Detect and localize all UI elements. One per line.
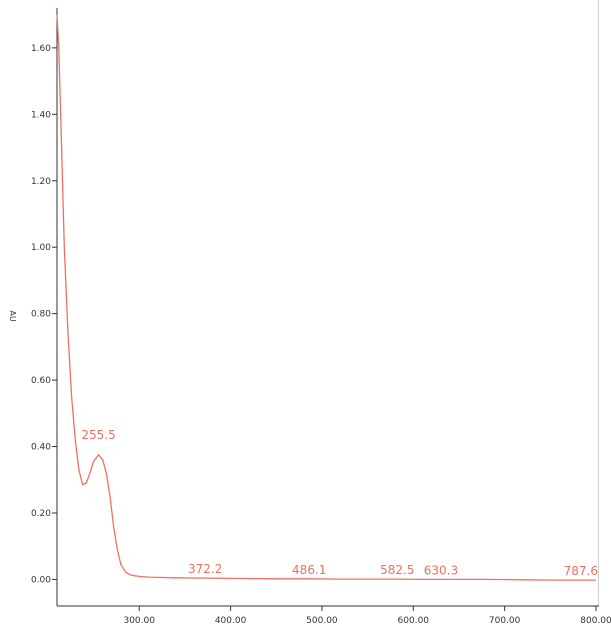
peak-label: 255.5 — [81, 428, 115, 442]
peak-label: 486.1 — [292, 563, 326, 577]
y-tick-label: 1.20 — [31, 177, 51, 187]
peak-label: 582.5 — [380, 563, 414, 577]
y-tick-label: 0.20 — [31, 509, 51, 519]
x-tick-label: 300.00 — [123, 616, 155, 626]
x-tick-label: 500.00 — [306, 616, 338, 626]
peak-annotations: 255.5 372.2 486.1 582.5 630.3 787.6 — [81, 428, 598, 578]
peak-label: 787.6 — [564, 564, 598, 578]
y-tick-label: 1.60 — [31, 44, 51, 54]
y-tick-label: 1.00 — [31, 243, 51, 253]
peak-label: 630.3 — [424, 563, 458, 577]
y-tick-label: 0.40 — [31, 443, 51, 453]
y-axis-ticks: 0.00 0.20 0.40 0.60 0.80 1.00 1.20 1.40 1.60 — [31, 44, 57, 585]
y-axis-label: AU — [8, 310, 17, 321]
y-tick-label: 1.40 — [31, 110, 51, 120]
y-tick-label: 0.60 — [31, 376, 51, 386]
series-line-absorbance — [56, 14, 596, 581]
x-axis-ticks: 300.00 400.00 500.00 600.00 700.00 800.00 — [123, 606, 611, 626]
plot-frame-right — [598, 0, 599, 606]
x-tick-label: 700.00 — [489, 616, 521, 626]
peak-label: 372.2 — [188, 562, 222, 576]
x-tick-label: 800.00 — [580, 616, 611, 626]
x-tick-label: 400.00 — [215, 616, 247, 626]
y-tick-label: 0.00 — [31, 575, 51, 585]
y-tick-label: 0.80 — [31, 310, 51, 320]
x-tick-label: 600.00 — [398, 616, 430, 626]
